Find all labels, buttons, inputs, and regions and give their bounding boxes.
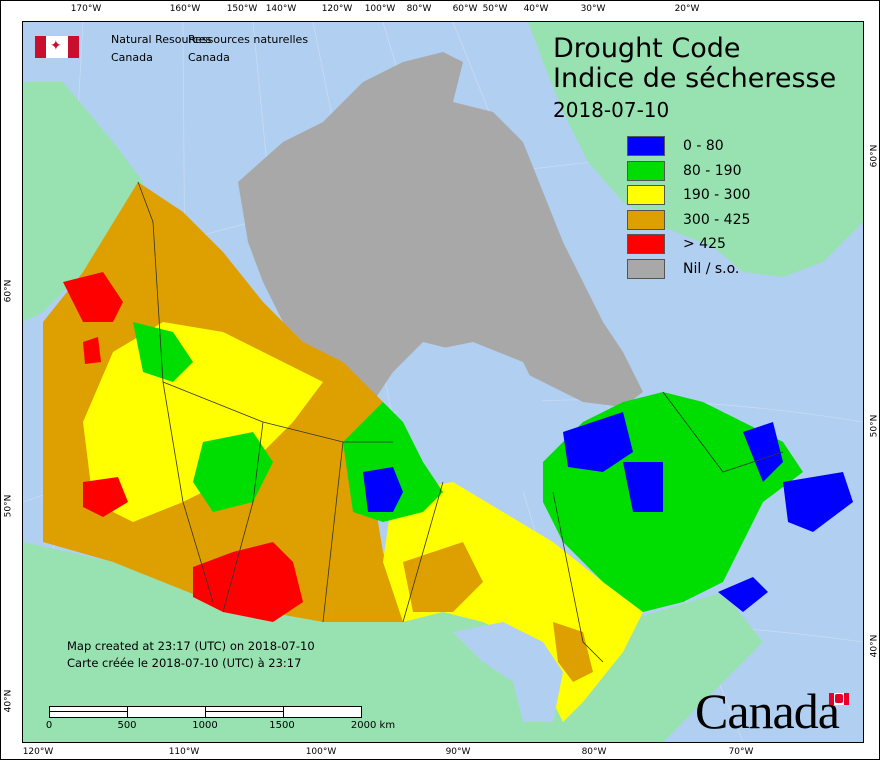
legend-label: 190 - 300	[683, 187, 751, 204]
legend-item: 190 - 300	[627, 183, 750, 208]
credit-en: Map created at 23:17 (UTC) on 2018-07-10	[67, 639, 315, 653]
legend-label: 300 - 425	[683, 211, 751, 228]
scale-label: 0	[45, 720, 53, 731]
agency-name-fr: Ressources naturelles Canada	[188, 31, 308, 67]
legend-label: Nil / s.o.	[683, 260, 740, 277]
agency-en-line1: Natural Resources	[111, 33, 212, 46]
top-tick: 30°W	[580, 4, 606, 14]
agency-fr-line2: Canada	[188, 51, 230, 64]
legend: 0 - 80 80 - 190 190 - 300 300 - 425 > 425 Nil…	[627, 134, 750, 281]
top-tick: 170°W	[70, 4, 102, 14]
legend-label: > 425	[683, 236, 726, 253]
right-tick: 60°N	[869, 144, 880, 168]
wordmark-flag-icon	[829, 693, 849, 705]
top-tick: 40°W	[523, 4, 549, 14]
drought-red	[63, 272, 303, 622]
scale-label: 1500	[269, 720, 295, 731]
top-tick: 80°W	[406, 4, 432, 14]
map-title: Drought Code Indice de sécheresse	[553, 34, 836, 94]
top-tick: 120°W	[321, 4, 353, 14]
top-tick: 50°W	[482, 4, 508, 14]
left-tick: 60°N	[3, 279, 14, 303]
legend-swatch	[627, 185, 665, 206]
bottom-tick: 100°W	[305, 747, 337, 757]
left-tick: 50°N	[3, 494, 14, 518]
right-tick: 40°N	[869, 634, 880, 658]
scale-bar	[49, 706, 362, 718]
map-canvas	[23, 22, 863, 742]
bottom-tick: 90°W	[445, 747, 471, 757]
arctic-islands	[238, 52, 643, 407]
top-tick: 20°W	[674, 4, 700, 14]
top-tick: 100°W	[364, 4, 396, 14]
legend-item: > 425	[627, 232, 750, 257]
drought-blue	[363, 412, 853, 612]
bottom-tick: 120°W	[22, 747, 54, 757]
drought-map[interactable]: ✦ Natural Resources Canada Ressources na…	[22, 21, 864, 743]
scale-label: 1000	[192, 720, 218, 731]
hudson-bay	[393, 342, 553, 492]
drought-orange-ontario	[403, 542, 593, 682]
agency-name-en: Natural Resources Canada	[111, 31, 211, 67]
left-tick: 40°N	[3, 689, 14, 713]
bottom-tick: 80°W	[581, 747, 607, 757]
greenland-land	[528, 22, 863, 277]
agency-fr-line1: Ressources naturelles	[188, 33, 309, 46]
title-en: Drought Code	[553, 33, 741, 64]
credit-fr: Carte créée le 2018-07-10 (UTC) à 23:17	[67, 656, 302, 670]
province-borders	[137, 181, 784, 663]
scale-label: 2000 km	[350, 720, 396, 731]
legend-swatch	[627, 160, 665, 181]
drought-green-west	[133, 322, 273, 512]
map-credit: Map created at 23:17 (UTC) on 2018-07-10…	[67, 638, 315, 672]
bottom-tick: 70°W	[728, 747, 754, 757]
scale-label: 500	[117, 720, 137, 731]
top-tick: 150°W	[226, 4, 258, 14]
top-tick: 160°W	[169, 4, 201, 14]
title-fr: Indice de sécheresse	[553, 63, 837, 94]
legend-item: 80 - 190	[627, 159, 750, 184]
top-tick: 140°W	[265, 4, 297, 14]
legend-swatch	[627, 258, 665, 279]
legend-item: 300 - 425	[627, 208, 750, 233]
legend-item: 0 - 80	[627, 134, 750, 159]
bottom-tick: 110°W	[168, 747, 200, 757]
baffin-island	[373, 92, 443, 162]
maple-leaf-icon: ✦	[50, 38, 62, 54]
canada-wordmark: Canada	[695, 683, 840, 739]
map-date: 2018-07-10	[553, 98, 670, 122]
alaska-land	[23, 82, 143, 322]
top-tick: 60°W	[452, 4, 478, 14]
legend-label: 80 - 190	[683, 162, 742, 179]
legend-swatch	[627, 136, 665, 157]
legend-label: 0 - 80	[683, 138, 724, 155]
legend-swatch	[627, 209, 665, 230]
legend-item: Nil / s.o.	[627, 257, 750, 282]
agency-en-line2: Canada	[111, 51, 153, 64]
great-lakes	[453, 622, 563, 722]
canada-flag-logo: ✦	[35, 36, 79, 58]
legend-swatch	[627, 234, 665, 255]
right-tick: 50°N	[869, 414, 880, 438]
